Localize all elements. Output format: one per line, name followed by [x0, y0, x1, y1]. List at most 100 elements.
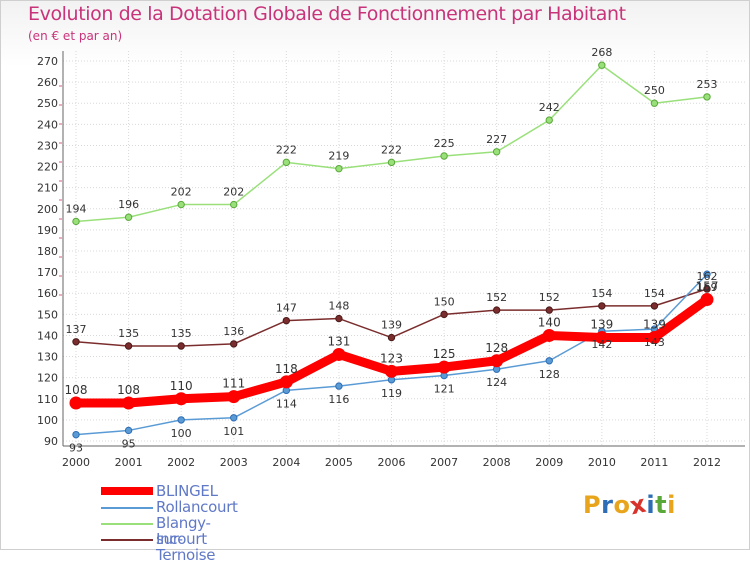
y-tick-label: 210: [37, 182, 58, 195]
data-label: 268: [591, 46, 612, 59]
data-point: [647, 331, 661, 345]
y-tick-label: 140: [37, 329, 58, 342]
data-point: [332, 347, 346, 361]
data-label: 222: [276, 143, 297, 156]
data-point: [282, 316, 291, 325]
x-tick-label: 2003: [220, 456, 248, 469]
y-tick-label: 240: [37, 118, 58, 131]
y-tick-label: 260: [37, 76, 58, 89]
data-point: [72, 217, 80, 226]
data-label: 108: [65, 383, 88, 397]
data-label: 93: [69, 442, 83, 455]
y-tick-label: 130: [37, 351, 58, 364]
data-label: 136: [223, 325, 244, 338]
data-label: 111: [222, 377, 245, 391]
data-point: [122, 396, 136, 410]
x-tick-label: 2005: [325, 456, 353, 469]
y-tick-label: 230: [37, 139, 58, 152]
data-point: [174, 392, 188, 406]
data-point: [598, 61, 606, 69]
data-point: [227, 390, 241, 404]
data-label: 101: [223, 425, 244, 438]
legend-label-blingel: BLINGEL: [156, 482, 218, 500]
data-point: [650, 99, 659, 107]
data-point: [282, 158, 291, 167]
data-point: [542, 328, 556, 342]
data-label: 222: [381, 143, 402, 156]
x-tick-label: 2004: [272, 456, 300, 469]
data-point: [492, 148, 501, 156]
x-tick-label: 2006: [378, 456, 406, 469]
data-label: 139: [590, 318, 613, 332]
data-point: [440, 310, 448, 319]
y-tick-label: 180: [37, 245, 58, 258]
data-label: 225: [434, 137, 455, 150]
data-point: [69, 396, 83, 410]
y-tick-label: 110: [37, 393, 58, 406]
chart-subtitle: (en € et par an): [28, 29, 123, 43]
data-point: [335, 382, 343, 390]
data-label: 137: [66, 323, 87, 336]
data-label: 250: [644, 84, 665, 97]
chart-title: Evolution de la Dotation Globale de Fonc…: [28, 3, 626, 25]
x-tick-label: 2011: [640, 456, 668, 469]
legend-swatch-incourt: [101, 539, 153, 541]
data-label: 152: [486, 291, 507, 304]
x-tick-label: 2000: [62, 456, 90, 469]
data-point: [230, 200, 238, 209]
data-label: 128: [485, 341, 508, 355]
data-label: 135: [171, 327, 192, 340]
data-label: 202: [223, 186, 244, 199]
data-point: [335, 314, 343, 323]
line-chart: 90 100 110 120 130 140 150 160 170 180 190 200 210 22…: [37, 46, 745, 469]
data-point: [490, 354, 504, 368]
data-label: 202: [171, 186, 192, 199]
data-point: [492, 306, 501, 314]
data-label: 131: [327, 334, 350, 348]
legend-label-rollancourt: Rollancourt: [156, 498, 238, 516]
x-tick-label: 2010: [588, 456, 616, 469]
y-tick-label: 120: [37, 372, 58, 385]
y-tick-label: 200: [37, 203, 58, 216]
legend-swatch-rollancourt: [101, 507, 153, 509]
data-point: [72, 338, 80, 346]
data-point: [385, 364, 398, 378]
logo-letter: i: [667, 491, 676, 519]
data-label: 135: [118, 327, 139, 340]
data-label: 142: [591, 338, 612, 351]
data-point: [230, 414, 238, 422]
y-tick-label: 250: [37, 97, 58, 110]
data-label: 124: [486, 376, 507, 389]
data-label: 128: [539, 368, 560, 381]
y-tick-label: 100: [37, 414, 58, 427]
data-label: 152: [539, 291, 560, 304]
data-point: [230, 340, 238, 348]
data-point: [703, 285, 711, 293]
logo-letter: o: [613, 491, 631, 519]
data-label: 219: [328, 150, 349, 163]
y-tick-label: 90: [44, 435, 58, 448]
data-point: [545, 357, 553, 365]
data-label: 95: [122, 437, 136, 450]
data-label: 253: [697, 78, 718, 91]
data-label: 227: [486, 133, 507, 146]
data-label: 169: [697, 281, 718, 294]
logo-letter: t: [655, 491, 668, 519]
proxiti-logo: Proxiti: [583, 490, 676, 521]
data-label: 108: [117, 383, 140, 397]
y-tick-label: 170: [37, 266, 58, 279]
data-label: 242: [539, 101, 560, 114]
data-label: 147: [276, 302, 297, 315]
data-label: 148: [328, 300, 349, 313]
data-point: [598, 302, 606, 310]
data-label: 194: [66, 202, 87, 215]
legend-label-incourt: Incourt: [156, 530, 207, 548]
data-label: 140: [538, 315, 561, 329]
x-tick-label: 2009: [535, 456, 563, 469]
data-label: 154: [591, 287, 612, 300]
data-point: [595, 331, 609, 345]
x-tick-label: 2012: [693, 456, 721, 469]
y-tick-label: 270: [37, 55, 58, 68]
data-label: 139: [643, 318, 666, 332]
